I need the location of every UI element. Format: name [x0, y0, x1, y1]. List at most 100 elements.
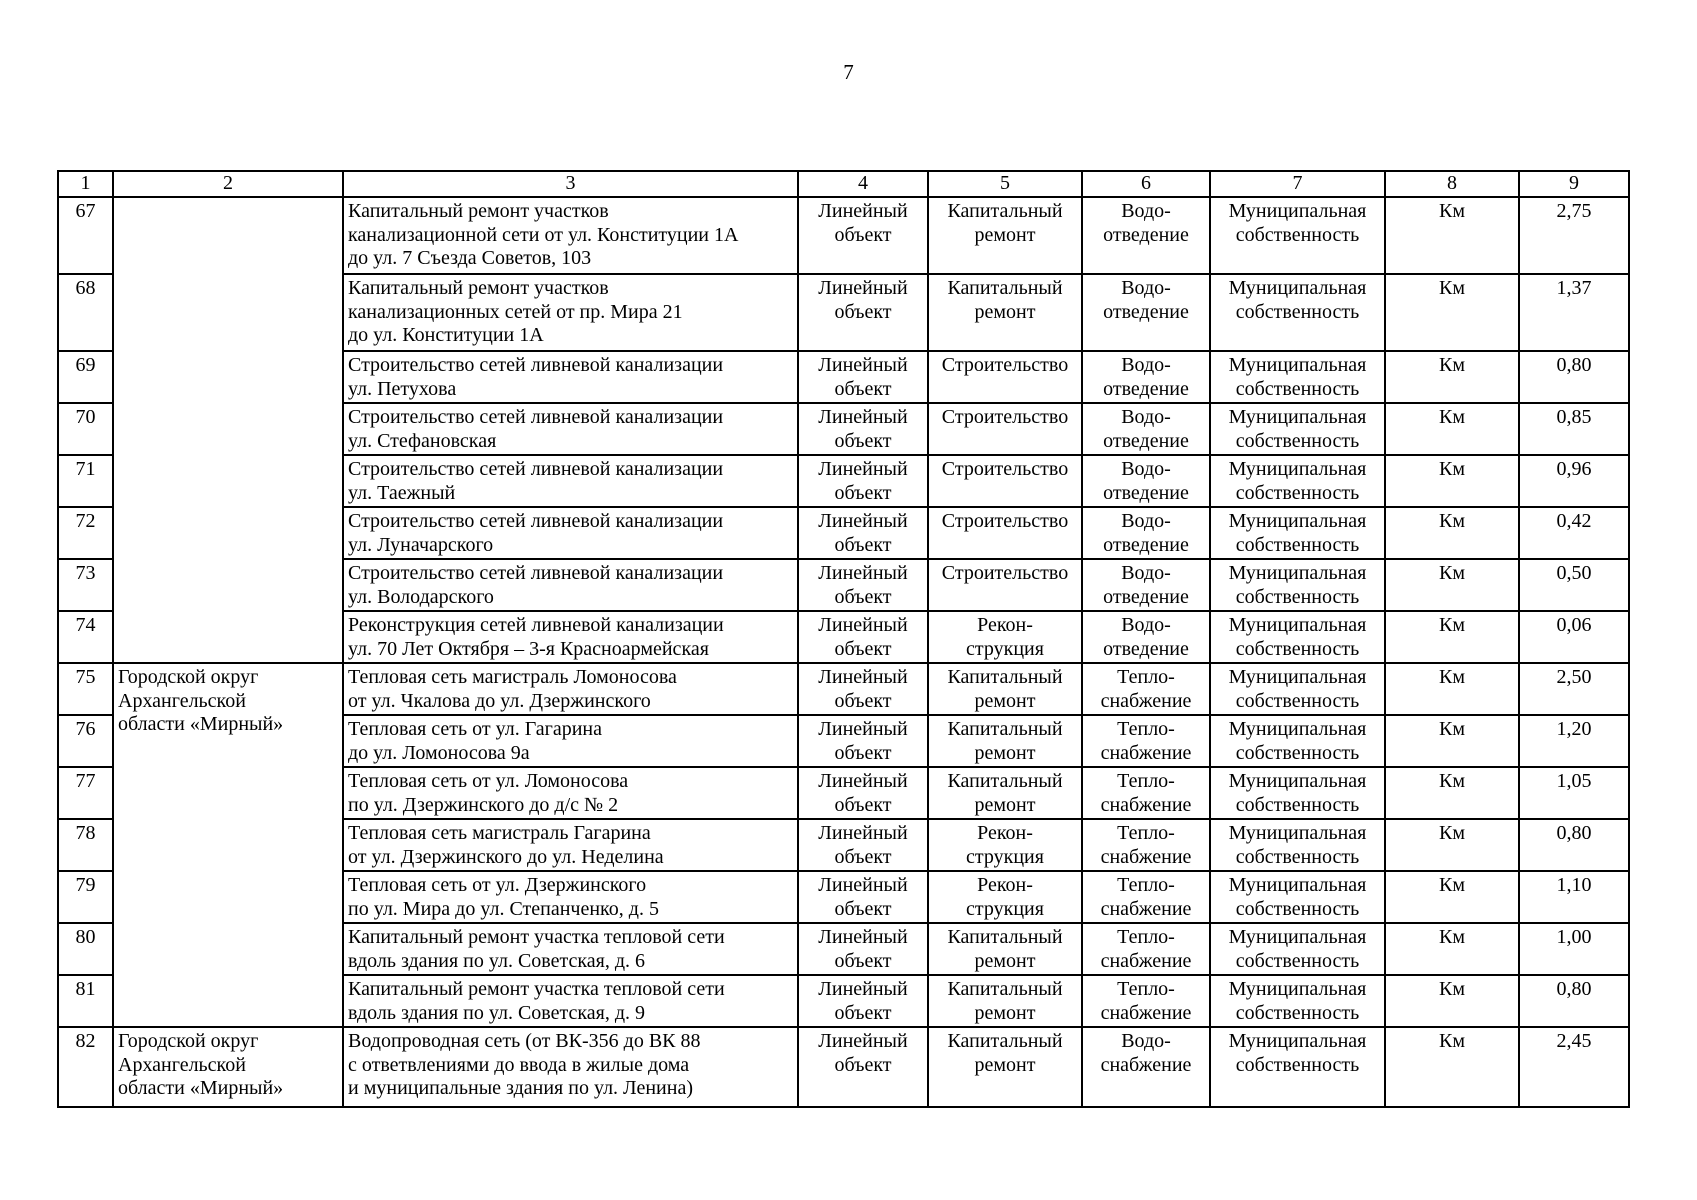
table-row: 82 Городской округ Архангельской области… [57, 1026, 1630, 1108]
unit-cell: Км [1384, 273, 1520, 352]
row-number-cell: 80 [57, 922, 114, 976]
project-name-cell: Тепловая сеть от ул. Гагарина до ул. Лом… [342, 714, 799, 768]
project-name-cell: Тепловая сеть магистраль Гагарина от ул.… [342, 818, 799, 872]
project-name-cell: Тепловая сеть от ул. Ломоносова по ул. Д… [342, 766, 799, 820]
table-row: 75 Городской округ Архангельской области… [57, 662, 1630, 1028]
length-value-cell: 1,20 [1518, 714, 1630, 768]
ownership-cell: Муниципальная собственность [1209, 974, 1386, 1028]
project-name-cell: Строительство сетей ливневой канализации… [342, 558, 799, 612]
work-type-cell: Строительство [927, 454, 1083, 508]
column-header: 8 [1384, 170, 1520, 198]
length-value-cell: 0,42 [1518, 506, 1630, 560]
sphere-cell: Тепло- снабжение [1081, 662, 1211, 716]
object-type-cell: Линейный объект [797, 610, 929, 664]
project-name-cell: Капитальный ремонт участков канализацион… [342, 273, 799, 352]
page-number: 7 [843, 60, 854, 84]
unit-cell: Км [1384, 870, 1520, 924]
table-row: 80 Капитальный ремонт участка тепловой с… [57, 922, 1630, 976]
length-value-cell: 0,85 [1518, 402, 1630, 456]
row-number-cell: 79 [57, 870, 114, 924]
row-number-cell: 70 [57, 402, 114, 456]
sphere-cell: Тепло- снабжение [1081, 714, 1211, 768]
ownership-cell: Муниципальная собственность [1209, 196, 1386, 275]
row-number-cell: 81 [57, 974, 114, 1028]
project-name-cell: Строительство сетей ливневой канализации… [342, 402, 799, 456]
unit-cell: Км [1384, 922, 1520, 976]
work-type-cell: Рекон- струкция [927, 610, 1083, 664]
row-number-cell: 73 [57, 558, 114, 612]
object-type-cell: Линейный объект [797, 974, 929, 1028]
sphere-cell: Водо- отведение [1081, 558, 1211, 612]
table-row: 73 Строительство сетей ливневой канализа… [57, 558, 1630, 612]
work-type-cell: Рекон- струкция [927, 870, 1083, 924]
object-type-cell: Линейный объект [797, 766, 929, 820]
unit-cell: Км [1384, 196, 1520, 275]
ownership-cell: Муниципальная собственность [1209, 506, 1386, 560]
table-row: 78 Тепловая сеть магистраль Гагарина от … [57, 818, 1630, 872]
length-value-cell: 2,45 [1518, 1026, 1630, 1108]
work-type-cell: Строительство [927, 402, 1083, 456]
unit-cell: Км [1384, 766, 1520, 820]
object-type-cell: Линейный объект [797, 454, 929, 508]
unit-cell: Км [1384, 506, 1520, 560]
column-header: 1 [57, 170, 114, 198]
work-type-cell: Рекон- струкция [927, 818, 1083, 872]
sphere-cell: Водо- отведение [1081, 350, 1211, 404]
ownership-cell: Муниципальная собственность [1209, 454, 1386, 508]
territory-cell: Городской округ Архангельской области «М… [112, 662, 344, 1028]
sphere-cell: Водо- отведение [1081, 454, 1211, 508]
unit-cell: Км [1384, 662, 1520, 716]
object-type-cell: Линейный объект [797, 870, 929, 924]
row-number-cell: 71 [57, 454, 114, 508]
work-type-cell: Капитальный ремонт [927, 714, 1083, 768]
work-type-cell: Строительство [927, 558, 1083, 612]
projects-table: 1 2 3 4 5 6 7 8 9 67 Капитальный ремонт … [57, 170, 1630, 1108]
column-header: 9 [1518, 170, 1630, 198]
project-name-cell: Тепловая сеть от ул. Дзержинского по ул.… [342, 870, 799, 924]
object-type-cell: Линейный объект [797, 818, 929, 872]
object-type-cell: Линейный объект [797, 273, 929, 352]
sphere-cell: Водо- отведение [1081, 402, 1211, 456]
row-number-cell: 82 [57, 1026, 114, 1108]
territory-cell: Городской округ Архангельской области «М… [112, 1026, 344, 1108]
column-header: 4 [797, 170, 929, 198]
work-type-cell: Капитальный ремонт [927, 922, 1083, 976]
work-type-cell: Строительство [927, 350, 1083, 404]
sphere-cell: Водо- отведение [1081, 196, 1211, 275]
sphere-cell: Тепло- снабжение [1081, 922, 1211, 976]
table-row: 68 Капитальный ремонт участков канализац… [57, 273, 1630, 352]
unit-cell: Км [1384, 402, 1520, 456]
column-number-row: 1 2 3 4 5 6 7 8 9 [57, 170, 1630, 198]
sphere-cell: Водо- отведение [1081, 506, 1211, 560]
object-type-cell: Линейный объект [797, 1026, 929, 1108]
column-header: 2 [112, 170, 344, 198]
work-type-cell: Капитальный ремонт [927, 974, 1083, 1028]
project-name-cell: Капитальный ремонт участка тепловой сети… [342, 974, 799, 1028]
ownership-cell: Муниципальная собственность [1209, 350, 1386, 404]
length-value-cell: 1,37 [1518, 273, 1630, 352]
work-type-cell: Капитальный ремонт [927, 662, 1083, 716]
project-name-cell: Строительство сетей ливневой канализации… [342, 506, 799, 560]
ownership-cell: Муниципальная собственность [1209, 402, 1386, 456]
ownership-cell: Муниципальная собственность [1209, 273, 1386, 352]
unit-cell: Км [1384, 1026, 1520, 1108]
table-row: 74 Реконструкция сетей ливневой канализа… [57, 610, 1630, 664]
length-value-cell: 0,80 [1518, 350, 1630, 404]
project-name-cell: Водопроводная сеть (от ВК-356 до ВК 88 с… [342, 1026, 799, 1108]
length-value-cell: 0,96 [1518, 454, 1630, 508]
project-name-cell: Реконструкция сетей ливневой канализации… [342, 610, 799, 664]
table-row: 72 Строительство сетей ливневой канализа… [57, 506, 1630, 560]
ownership-cell: Муниципальная собственность [1209, 766, 1386, 820]
row-number-cell: 78 [57, 818, 114, 872]
table-row: 67 Капитальный ремонт участков канализац… [57, 196, 1630, 664]
ownership-cell: Муниципальная собственность [1209, 1026, 1386, 1108]
object-type-cell: Линейный объект [797, 558, 929, 612]
row-number-cell: 74 [57, 610, 114, 664]
work-type-cell: Капитальный ремонт [927, 1026, 1083, 1108]
column-header: 5 [927, 170, 1083, 198]
table-row: 71 Строительство сетей ливневой канализа… [57, 454, 1630, 508]
unit-cell: Км [1384, 454, 1520, 508]
length-value-cell: 2,75 [1518, 196, 1630, 275]
length-value-cell: 2,50 [1518, 662, 1630, 716]
object-type-cell: Линейный объект [797, 402, 929, 456]
